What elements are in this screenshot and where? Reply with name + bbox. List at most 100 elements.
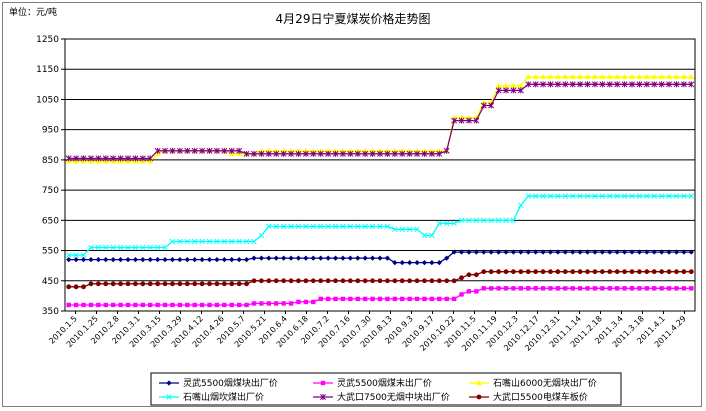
data-point <box>422 296 427 302</box>
data-point <box>533 286 538 291</box>
data-point <box>369 223 376 230</box>
data-point <box>184 281 190 287</box>
data-point <box>466 249 472 255</box>
y-tick-label: 350 <box>42 307 59 317</box>
y-tick-label: 1150 <box>36 65 59 75</box>
data-point <box>311 299 316 305</box>
data-point <box>140 244 146 251</box>
data-point <box>495 217 502 224</box>
data-point <box>80 257 87 263</box>
data-point <box>303 299 309 305</box>
data-point <box>221 257 227 263</box>
data-point <box>510 249 517 255</box>
data-point <box>681 249 687 255</box>
data-point <box>399 260 405 266</box>
data-point <box>370 278 375 284</box>
data-point <box>140 302 146 308</box>
data-point <box>288 301 294 306</box>
data-point <box>88 244 94 251</box>
data-point <box>651 81 658 88</box>
data-point <box>362 150 369 157</box>
data-point <box>340 255 346 261</box>
data-point <box>629 269 635 275</box>
data-point <box>355 278 361 284</box>
data-point <box>221 238 228 245</box>
legend-label: 灵武5500烟煤末出厂价 <box>337 377 432 389</box>
data-point <box>592 269 598 275</box>
data-point <box>651 73 658 79</box>
legend-item: 石嘴山6000无烟块出厂价 <box>469 377 597 389</box>
data-point <box>73 257 79 263</box>
data-point <box>103 281 109 287</box>
data-point <box>688 73 695 79</box>
data-point <box>599 269 605 275</box>
data-point <box>229 257 235 263</box>
data-point <box>176 147 183 154</box>
data-point <box>673 73 680 79</box>
data-point <box>548 269 553 275</box>
data-point <box>599 73 606 79</box>
data-point <box>629 286 635 291</box>
data-point <box>540 81 547 88</box>
data-point <box>666 269 672 275</box>
data-point <box>296 278 301 284</box>
data-point <box>332 150 339 157</box>
chart-frame: 4月29日宁夏煤炭价格走势图 单位：元/吨 350 450 550 650 750 850… <box>2 2 702 407</box>
data-point <box>325 150 332 157</box>
data-point <box>214 238 220 245</box>
data-point <box>562 269 568 275</box>
data-point <box>607 193 613 199</box>
data-point <box>154 244 161 251</box>
data-point <box>614 286 620 291</box>
data-point <box>466 289 472 294</box>
data-point <box>325 296 331 302</box>
data-point <box>458 249 465 255</box>
data-point <box>177 302 183 308</box>
data-point <box>659 249 665 255</box>
data-point <box>80 252 87 258</box>
data-point <box>73 284 79 290</box>
data-point <box>320 394 326 400</box>
data-point <box>73 302 79 308</box>
series-2 <box>66 286 694 308</box>
data-point <box>592 286 598 291</box>
data-point <box>444 278 450 284</box>
data-point <box>510 87 517 94</box>
data-point <box>170 302 175 308</box>
series-line <box>68 83 692 160</box>
data-point <box>407 278 413 284</box>
data-point <box>607 249 613 255</box>
data-point <box>577 249 583 255</box>
data-point <box>606 81 613 88</box>
data-point <box>666 81 673 88</box>
data-point <box>132 257 139 263</box>
data-point <box>614 81 621 88</box>
data-point <box>302 150 309 157</box>
data-point <box>333 278 338 284</box>
data-point <box>488 102 495 109</box>
data-point <box>103 302 108 308</box>
data-point <box>666 193 672 199</box>
data-point <box>155 257 161 263</box>
data-point <box>125 257 131 263</box>
data-point <box>259 301 264 306</box>
data-point <box>199 302 205 308</box>
legend-item: 灵武5500烟煤末出厂价 <box>313 377 432 389</box>
data-point <box>607 269 613 275</box>
data-point <box>473 217 480 224</box>
data-point <box>377 255 383 261</box>
data-point <box>429 260 435 266</box>
data-point <box>673 81 680 88</box>
data-point <box>652 286 657 291</box>
data-point <box>476 380 482 386</box>
data-point <box>607 286 612 291</box>
data-point <box>511 286 516 291</box>
data-point <box>310 255 316 261</box>
data-point <box>185 302 190 308</box>
data-point <box>606 73 613 79</box>
data-point <box>400 296 405 302</box>
line-chart: 4月29日宁夏煤炭价格走势图 单位：元/吨 350 450 550 650 750 850… <box>9 6 696 406</box>
series-1 <box>66 249 694 266</box>
data-point <box>385 296 390 302</box>
data-point <box>658 73 665 79</box>
